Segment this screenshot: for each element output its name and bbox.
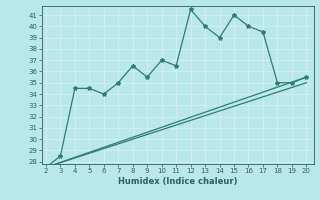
X-axis label: Humidex (Indice chaleur): Humidex (Indice chaleur) [118,177,237,186]
